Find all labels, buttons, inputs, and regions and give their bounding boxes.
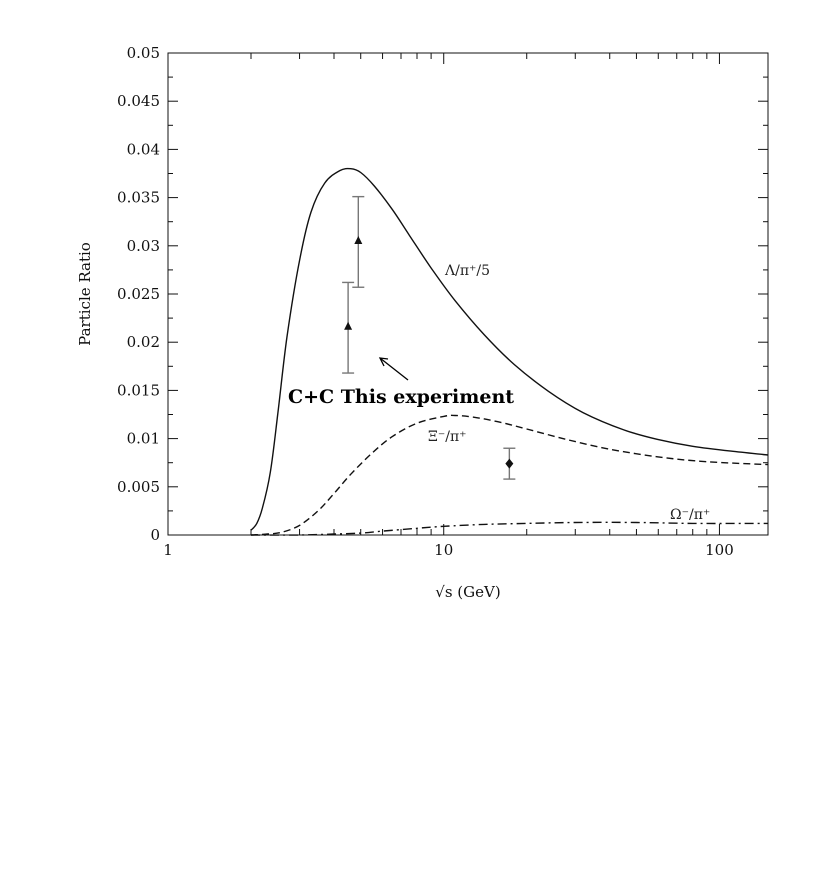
y-tick-label: 0.005	[117, 478, 160, 496]
data-point	[503, 447, 516, 480]
series-label-lambda: Λ/π⁺/5	[444, 263, 490, 279]
annotation-arrow	[378, 357, 409, 381]
triangle-marker	[344, 321, 353, 330]
diamond-marker	[505, 458, 514, 469]
minor-ticks	[250, 53, 708, 535]
y-tick-label: 0.04	[127, 140, 160, 158]
y-tick-label: 0.03	[127, 237, 160, 255]
y-tick-label: 0.015	[117, 381, 160, 399]
x-axis-title: √s (GeV)	[435, 583, 500, 601]
annotation-text: C+C This experiment	[288, 386, 514, 408]
data-point	[352, 195, 365, 288]
y-tick-label: 0.02	[127, 333, 160, 351]
y-tick-label: 0	[150, 526, 160, 544]
triangle-marker	[354, 235, 363, 244]
curve-xi-pi	[250, 414, 769, 536]
curve-omega-pi	[250, 521, 769, 536]
y-tick-label: 0.01	[127, 430, 160, 448]
x-tick-label: 100	[705, 541, 734, 559]
x-tick-label: 10	[434, 541, 453, 559]
series-label-omega: Ω⁻/π⁺	[670, 507, 710, 523]
y-tick-label: 0.045	[117, 92, 160, 110]
x-tick-label: 1	[163, 541, 173, 559]
x-axis: 1 10 100	[163, 53, 734, 559]
plot-frame	[167, 52, 769, 536]
data-points	[342, 195, 516, 480]
y-tick-label: 0.035	[117, 189, 160, 207]
y-tick-label: 0.05	[127, 44, 160, 62]
data-point	[342, 281, 355, 374]
curve-lambda-pi	[250, 167, 769, 531]
series-label-xi: Ξ⁻/π⁺	[428, 429, 467, 445]
y-axis: 0 0.005 0.01 0.015 0.02 0.025 0.03 0.035 0.04 0.0…	[117, 44, 768, 544]
y-tick-label: 0.025	[117, 285, 160, 303]
curves	[250, 167, 769, 536]
y-axis-title: Particle Ratio	[76, 242, 94, 346]
